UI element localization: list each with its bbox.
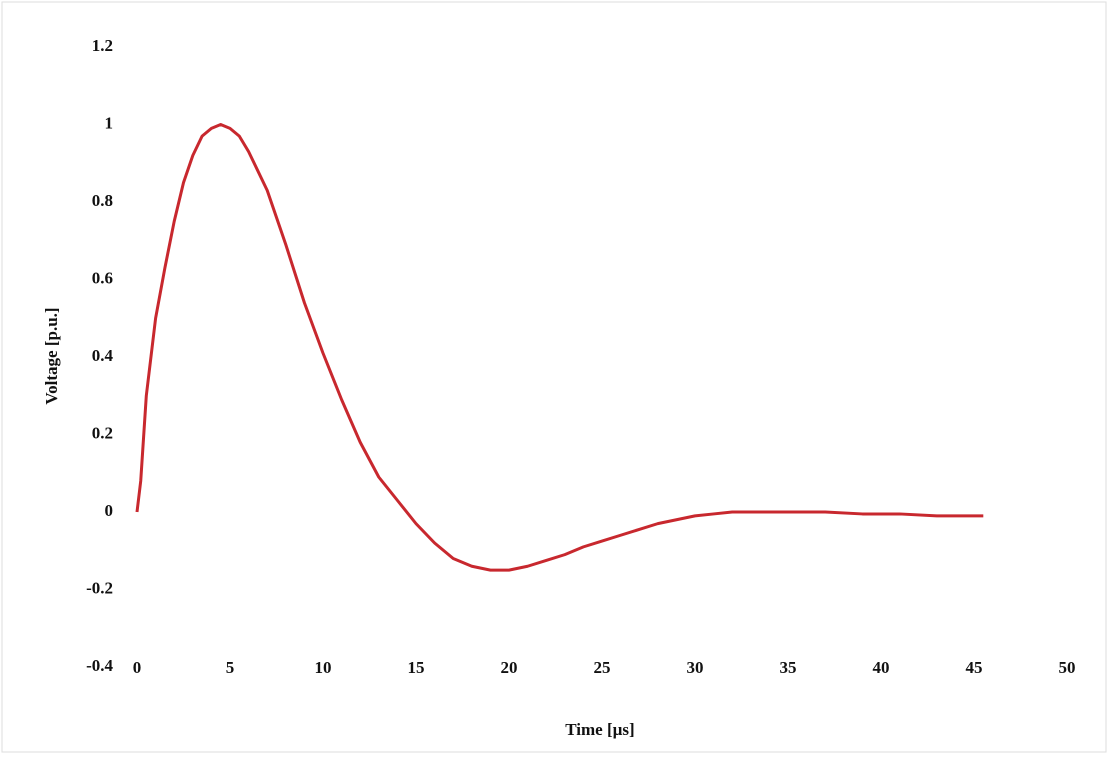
x-tick-label: 50 — [1059, 658, 1076, 677]
y-tick-label: 1.2 — [92, 36, 113, 55]
x-axis-label: Time [µs] — [565, 720, 634, 739]
x-tick-label: 45 — [966, 658, 983, 677]
y-tick-label: 0.2 — [92, 423, 113, 442]
y-tick-label: -0.2 — [86, 578, 113, 597]
x-tick-label: 40 — [873, 658, 890, 677]
x-tick-label: 35 — [780, 658, 797, 677]
x-tick-label: 15 — [408, 658, 425, 677]
x-tick-label: 10 — [315, 658, 332, 677]
x-tick-label: 5 — [226, 658, 235, 677]
y-tick-label: 0.8 — [92, 191, 113, 210]
y-tick-label: 0 — [105, 501, 114, 520]
y-axis-label: Voltage [p.u.] — [42, 307, 61, 404]
x-tick-label: 0 — [133, 658, 142, 677]
x-tick-label: 30 — [687, 658, 704, 677]
y-tick-label: 0.6 — [92, 268, 113, 287]
y-tick-label: -0.4 — [86, 656, 113, 675]
y-tick-label: 1 — [105, 113, 114, 132]
data-line — [135, 123, 984, 572]
x-tick-label: 25 — [594, 658, 611, 677]
y-tick-label: 0.4 — [92, 346, 114, 365]
x-tick-label: 20 — [501, 658, 518, 677]
